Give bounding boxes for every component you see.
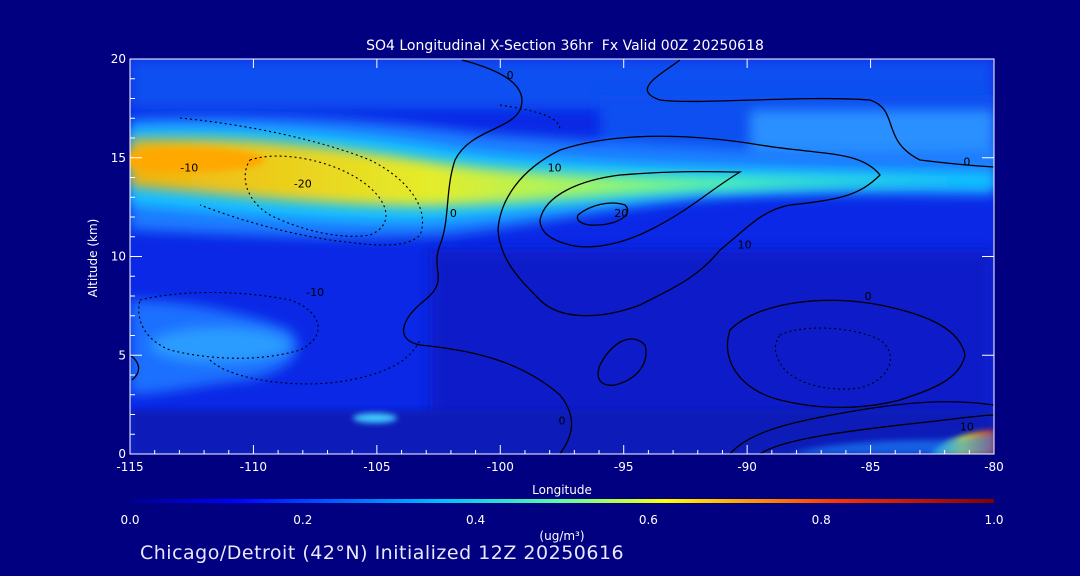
contour-label: -20 [294, 177, 312, 190]
contour-label: 0 [963, 156, 970, 169]
contour-label: 0 [450, 207, 457, 220]
contour-label: 10 [548, 162, 562, 175]
x-tick-label: -100 [487, 460, 514, 474]
contour-label: -10 [306, 286, 324, 299]
colorbar-tick-label: 1.0 [984, 513, 1003, 527]
contour-lines [130, 59, 994, 454]
x-tick-label: -115 [116, 460, 143, 474]
x-axis: -115 -110 -105 -100 -95 -90 -85 -80 [116, 59, 1004, 474]
y-tick-label: 5 [118, 348, 126, 362]
colorbar-tick-label: 0.0 [120, 513, 139, 527]
x-axis-label: Longitude [532, 483, 592, 497]
contour-label: 0 [507, 69, 514, 82]
contour-label: 20 [614, 207, 628, 220]
contour-label: 10 [738, 239, 752, 252]
contour-label: -10 [180, 162, 198, 175]
y-tick-label: 0 [118, 447, 126, 461]
x-tick-label: -105 [363, 460, 390, 474]
colorbar-tick-label: 0.6 [639, 513, 658, 527]
y-tick-label: 10 [111, 250, 126, 264]
y-axis-label: Altitude (km) [86, 219, 100, 298]
location-caption: Chicago/Detroit (42°N) Initialized 12Z 2… [140, 542, 625, 564]
chart-title: SO4 Longitudinal X-Section 36hr Fx Valid… [366, 38, 764, 54]
x-tick-label: -80 [984, 460, 1004, 474]
colorbar-tick-label: 0.2 [293, 513, 312, 527]
concentration-field [130, 59, 994, 454]
y-tick-label: 15 [111, 151, 126, 165]
x-tick-label: -95 [614, 460, 634, 474]
contour-labels: -10 -20 -10 0 0 10 20 10 0 0 0 10 [180, 69, 974, 434]
colorbar-tick-label: 0.4 [466, 513, 485, 527]
contour-label: 10 [960, 420, 974, 433]
colorbar-tick-labels: 0.0 0.2 0.4 0.6 0.8 1.0 [120, 513, 1003, 527]
colorbar-unit-label: (ug/m³) [539, 529, 584, 543]
x-tick-label: -85 [861, 460, 881, 474]
colorbar-tick-label: 0.8 [812, 513, 831, 527]
contour-label: 0 [865, 290, 872, 303]
contour-label: 0 [559, 414, 566, 427]
y-tick-label: 20 [111, 52, 126, 66]
colorbar [130, 499, 994, 503]
y-axis: 0 5 10 15 20 [111, 52, 994, 461]
x-tick-label: -90 [737, 460, 757, 474]
x-tick-label: -110 [240, 460, 267, 474]
